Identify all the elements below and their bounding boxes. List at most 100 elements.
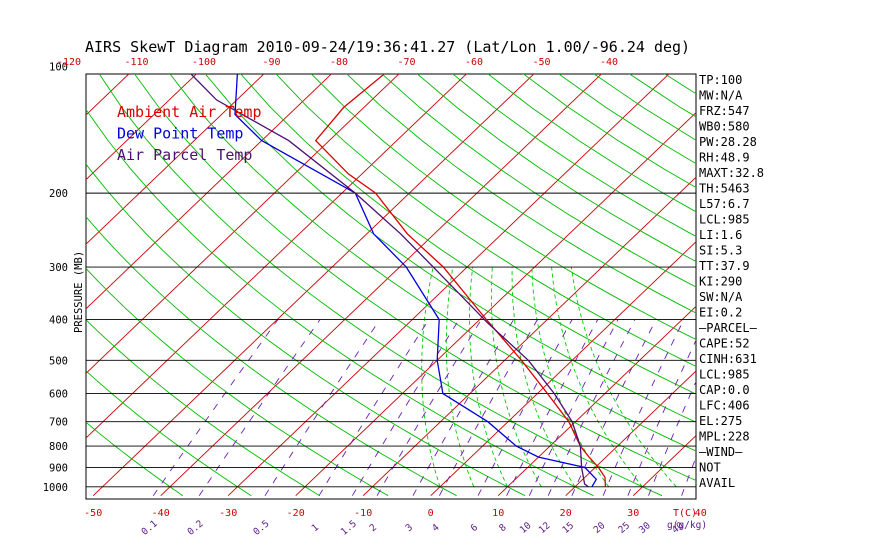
dry-adiabat	[134, 74, 696, 481]
chart-title: AIRS SkewT Diagram 2010-09-24/19:36:41.2…	[85, 38, 690, 56]
index-value: PW:28.28	[699, 135, 757, 149]
top-temp-tick-label: -100	[192, 57, 216, 68]
index-value: CAPE:52	[699, 337, 750, 351]
isotherm-line	[0, 67, 2, 496]
pressure-tick-label: 200	[49, 188, 68, 200]
index-value: TH:5463	[699, 182, 750, 196]
dry-adiabat	[381, 74, 696, 288]
mixing-ratio-tick-label: 0.2	[186, 518, 206, 537]
mixing-ratio-line	[506, 319, 599, 496]
index-value: LI:1.6	[699, 228, 742, 242]
mixing-ratio-tick-label: 25	[616, 520, 632, 536]
dry-adiabat	[86, 108, 594, 497]
legend-entry: Dew Point Temp	[117, 125, 243, 143]
index-value: TP:100	[699, 73, 742, 87]
moist-adiabat	[551, 267, 643, 488]
bottom-temp-tick-label: 30	[627, 508, 639, 519]
mixing-ratio-tick-label: 1.5	[339, 518, 359, 537]
index-value: LCL:985	[699, 368, 750, 382]
bottom-temp-tick-label: -40	[152, 508, 170, 519]
mixing-ratio-line	[627, 339, 696, 496]
dry-adiabat	[275, 74, 696, 367]
index-value: MAXT:32.8	[699, 166, 764, 180]
index-value: L57:6.7	[699, 197, 750, 211]
index-value: CINH:631	[699, 352, 757, 366]
dry-adiabat	[169, 74, 696, 452]
moist-adiabat	[570, 267, 677, 488]
index-value: TT:37.9	[699, 259, 750, 273]
mixing-ratio-tick-label: 0.1	[139, 518, 159, 538]
top-temp-tick-label: -80	[330, 57, 348, 68]
index-value: CAP:0.0	[699, 383, 750, 397]
top-temp-tick-label: -50	[532, 57, 550, 68]
mixing-ratio-tick-label: 2	[368, 522, 379, 534]
bottom-temp-tick-label: 40	[695, 508, 707, 519]
series-line-ambient-air-temp	[314, 74, 607, 487]
bottom-temp-tick-label: -50	[84, 508, 102, 519]
index-value: WB0:580	[699, 120, 750, 134]
mixing-ratio-tick-label: 30	[637, 520, 653, 536]
x-axis-label: T(C)	[673, 508, 697, 519]
mixing-ratio-tick-label: 3	[404, 522, 415, 534]
index-value: RH:48.9	[699, 151, 750, 165]
index-value: LCL:985	[699, 213, 750, 227]
top-temp-tick-label: -110	[124, 57, 148, 68]
top-temp-tick-label: -40	[600, 57, 618, 68]
dry-adiabat	[452, 74, 696, 237]
mixing-ratio-line	[547, 319, 636, 496]
bottom-temp-tick-label: -10	[354, 508, 372, 519]
mixing-ratio-line	[318, 319, 430, 496]
mixing-ratio-line	[648, 380, 696, 496]
mixing-ratio-tick-label: 10	[518, 520, 534, 536]
dry-adiabat	[240, 74, 696, 395]
index-value: FRZ:547	[699, 104, 750, 118]
background-lines	[0, 67, 696, 497]
isotherm-line	[565, 370, 696, 496]
index-value: MW:N/A	[699, 89, 743, 103]
isotherm-line	[295, 111, 696, 496]
isotherm-line	[86, 74, 467, 439]
dry-adiabat	[522, 74, 696, 189]
index-value: KI:290	[699, 275, 742, 289]
pressure-tick-label: 500	[49, 355, 68, 367]
moist-adiabat	[469, 267, 508, 487]
pressure-tick-label: 1000	[43, 482, 68, 494]
dry-adiabat	[310, 74, 696, 340]
mixing-ratio-tick-label: 20	[592, 520, 608, 536]
dry-adiabat	[86, 370, 252, 497]
index-value: SW:N/A	[699, 290, 743, 304]
profiles	[190, 74, 607, 488]
index-value: MPL:228	[699, 430, 750, 444]
index-value: EL:275	[699, 414, 742, 428]
top-temp-tick-label: -70	[397, 57, 415, 68]
isotherm-line	[0, 67, 69, 496]
mixing-ratio-line	[264, 319, 381, 496]
index-value: LFC:406	[699, 399, 750, 413]
mixing-ratio-line	[412, 319, 514, 496]
mixing-ratio-tick-label: 4	[430, 522, 442, 534]
mixing-ratio-line	[198, 319, 321, 496]
moist-adiabat	[445, 267, 475, 487]
series-line-dew-point-temp	[234, 74, 598, 488]
mixing-ratio-line	[602, 319, 685, 496]
index-value: SI:5.3	[699, 244, 742, 258]
pressure-tick-label: 900	[49, 463, 68, 475]
pressure-tick-label: 300	[49, 262, 68, 274]
top-temp-tick-label: -90	[262, 57, 280, 68]
bottom-temp-tick-label: -30	[219, 508, 237, 519]
index-value: —WIND—	[699, 445, 743, 459]
dry-adiabat	[86, 421, 184, 497]
mixing-ratio-unit-label: g(g/kg)	[667, 520, 707, 531]
top-temp-tick-label: -120	[57, 57, 81, 68]
legend-entry: Ambient Air Temp	[117, 103, 262, 121]
mixing-ratio-tick-label: 15	[560, 520, 576, 536]
dry-adiabat	[346, 74, 696, 314]
mixing-ratio-line	[528, 319, 619, 496]
mixing-ratio-line	[376, 319, 482, 496]
bottom-temp-tick-label: 20	[560, 508, 572, 519]
isotherm-line	[430, 241, 696, 496]
index-value: NOT	[699, 461, 721, 475]
mixing-ratio-tick-label: 0.5	[251, 518, 271, 537]
